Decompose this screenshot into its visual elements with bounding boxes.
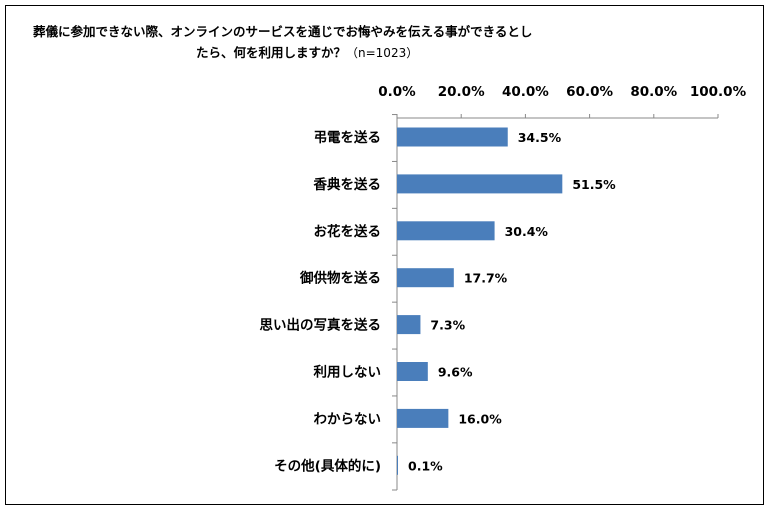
value-label: 30.4% — [505, 224, 549, 239]
category-label: 思い出の写真を送る — [260, 317, 382, 334]
category-label: その他(具体的に) — [274, 457, 381, 474]
chart-title-line2-text: たら、何を利用しますか？ — [196, 45, 347, 60]
x-tick-label: 0.0% — [378, 84, 416, 100]
x-tick-label: 40.0% — [502, 84, 549, 100]
x-tick-label: 60.0% — [566, 84, 613, 100]
chart-title-line2: たら、何を利用しますか？（n=1023） — [196, 42, 418, 61]
bar — [397, 315, 421, 335]
chart-frame — [5, 5, 764, 505]
x-tick-label: 20.0% — [438, 84, 485, 100]
bar — [397, 174, 563, 194]
bar — [397, 221, 495, 241]
chart-sample-size: （n=1023） — [346, 46, 419, 60]
bar — [397, 362, 428, 381]
category-label: 弔電を送る — [314, 129, 382, 146]
bar — [397, 408, 449, 428]
value-label: 9.6% — [438, 365, 473, 380]
value-label: 17.7% — [464, 271, 508, 286]
bar — [397, 268, 454, 288]
value-label: 51.5% — [572, 177, 616, 192]
x-tick-label: 100.0% — [690, 84, 747, 100]
category-label: 御供物を送る — [299, 270, 381, 287]
value-label: 7.3% — [430, 318, 465, 333]
category-label: お花を送る — [314, 223, 382, 240]
category-label: 香典を送る — [313, 176, 382, 193]
value-label: 16.0% — [458, 411, 502, 426]
category-label: 利用しない — [314, 364, 382, 381]
bar — [397, 127, 508, 147]
x-tick-label: 80.0% — [630, 84, 677, 100]
bar — [397, 455, 398, 475]
chart-title-line1: 葬儀に参加できない際、オンラインのサービスを通じでお悔やみを伝える事ができるとし — [33, 24, 533, 39]
category-label: わからない — [314, 411, 382, 427]
value-label: 34.5% — [518, 130, 562, 145]
value-label: 0.1% — [408, 458, 443, 473]
